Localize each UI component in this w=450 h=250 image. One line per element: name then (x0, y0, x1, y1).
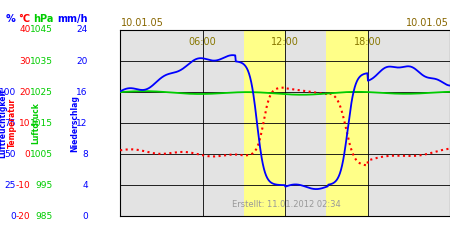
Text: 0: 0 (82, 212, 88, 221)
Text: 10.01.05: 10.01.05 (406, 18, 449, 28)
Text: 20: 20 (76, 56, 88, 66)
Bar (368, 30, 450, 216)
Text: 1015: 1015 (30, 119, 53, 128)
Text: mm/h: mm/h (57, 14, 88, 24)
Text: 0: 0 (10, 212, 16, 221)
Text: 4: 4 (82, 181, 88, 190)
Text: 1005: 1005 (30, 150, 53, 159)
Text: 20: 20 (19, 88, 31, 96)
Text: 985: 985 (36, 212, 53, 221)
Text: 10.01.05: 10.01.05 (121, 18, 164, 28)
Text: 16: 16 (76, 88, 88, 96)
Text: 0: 0 (25, 150, 31, 159)
Text: Niederschlag: Niederschlag (70, 95, 79, 152)
Text: %: % (6, 14, 16, 24)
Text: 12: 12 (76, 119, 88, 128)
Text: 100: 100 (0, 88, 16, 96)
Text: 24: 24 (76, 26, 88, 35)
Text: 50: 50 (4, 150, 16, 159)
Text: 995: 995 (36, 181, 53, 190)
Text: 1035: 1035 (30, 56, 53, 66)
Text: Luftdruck: Luftdruck (32, 102, 40, 144)
Text: 30: 30 (19, 56, 31, 66)
Bar (285, 30, 326, 216)
Text: 1045: 1045 (30, 26, 53, 35)
Text: °C: °C (18, 14, 31, 24)
Text: Temperatur: Temperatur (8, 98, 17, 148)
Bar (326, 30, 368, 216)
Text: 75: 75 (4, 119, 16, 128)
Text: 8: 8 (82, 150, 88, 159)
Text: -10: -10 (16, 181, 31, 190)
Text: hPa: hPa (33, 14, 53, 24)
Text: Luftfeuchtigkeit: Luftfeuchtigkeit (0, 88, 8, 158)
Text: Erstellt: 11.01.2012 02:34: Erstellt: 11.01.2012 02:34 (232, 200, 341, 209)
Text: 1025: 1025 (30, 88, 53, 96)
Text: 25: 25 (4, 181, 16, 190)
Bar (120, 30, 244, 216)
Text: 40: 40 (19, 26, 31, 35)
Text: 10: 10 (19, 119, 31, 128)
Bar (244, 30, 285, 216)
Text: -20: -20 (16, 212, 31, 221)
